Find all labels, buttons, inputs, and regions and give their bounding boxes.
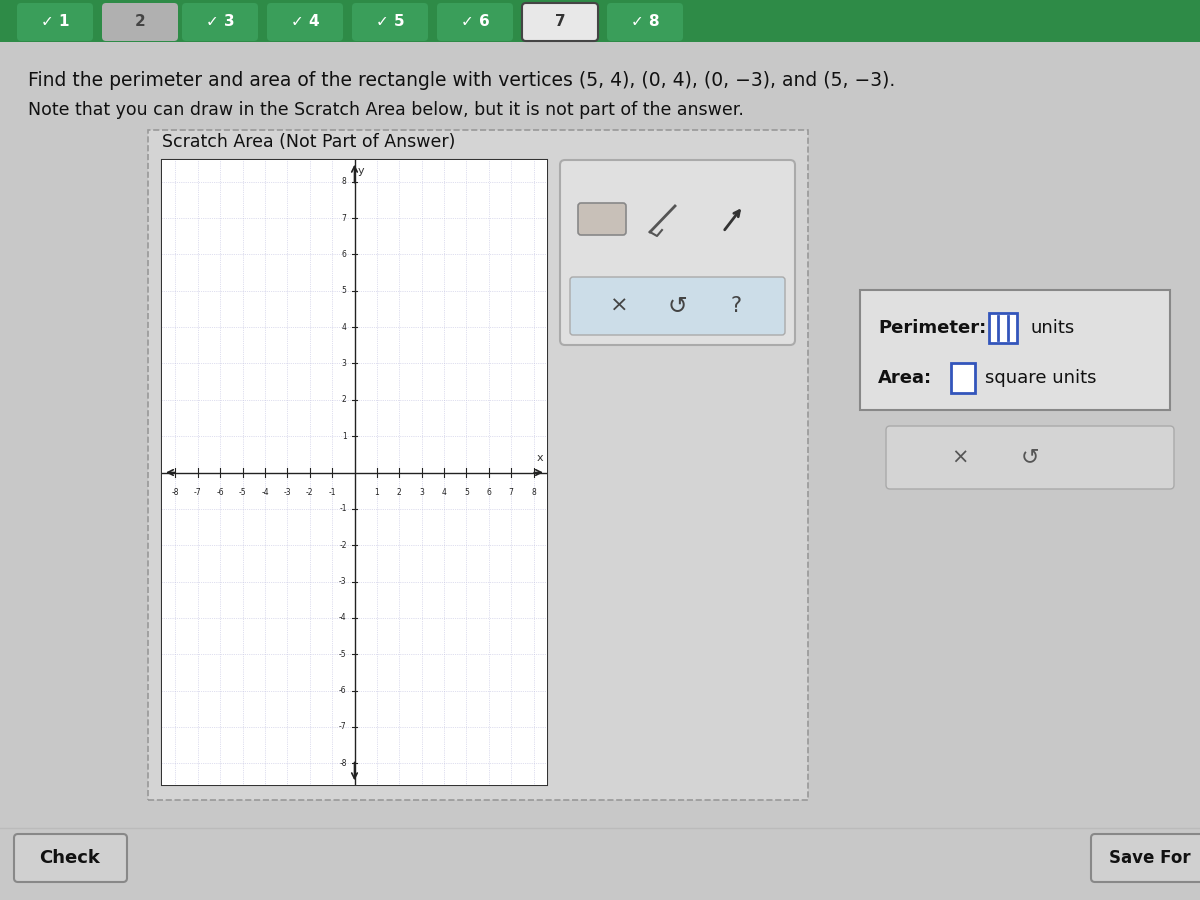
Text: ✓ 1: ✓ 1 — [41, 14, 70, 30]
Text: -8: -8 — [340, 759, 347, 768]
FancyBboxPatch shape — [578, 203, 626, 235]
Text: 2: 2 — [397, 488, 402, 497]
FancyBboxPatch shape — [17, 3, 94, 41]
Text: -1: -1 — [329, 488, 336, 497]
Text: -3: -3 — [340, 577, 347, 586]
FancyBboxPatch shape — [989, 313, 1018, 343]
Text: 6: 6 — [486, 488, 491, 497]
Text: units: units — [1030, 319, 1074, 337]
Text: ✓ 6: ✓ 6 — [461, 14, 490, 30]
Text: -3: -3 — [283, 488, 292, 497]
Text: -5: -5 — [340, 650, 347, 659]
Text: -2: -2 — [306, 488, 313, 497]
Text: Note that you can draw in the Scratch Area below, but it is not part of the answ: Note that you can draw in the Scratch Ar… — [28, 101, 744, 119]
Text: y: y — [358, 166, 365, 176]
Text: Area:: Area: — [878, 369, 932, 387]
FancyBboxPatch shape — [266, 3, 343, 41]
Text: ✓ 8: ✓ 8 — [631, 14, 659, 30]
Text: -6: -6 — [216, 488, 224, 497]
Text: ?: ? — [731, 296, 742, 316]
Text: ✓ 5: ✓ 5 — [376, 14, 404, 30]
Text: 2: 2 — [342, 395, 347, 404]
Text: 7: 7 — [342, 213, 347, 222]
Text: square units: square units — [985, 369, 1097, 387]
FancyBboxPatch shape — [860, 290, 1170, 410]
FancyBboxPatch shape — [182, 3, 258, 41]
Text: ✓ 4: ✓ 4 — [290, 14, 319, 30]
FancyBboxPatch shape — [148, 130, 808, 800]
FancyBboxPatch shape — [570, 277, 785, 335]
Text: -1: -1 — [340, 504, 347, 513]
Text: -4: -4 — [340, 613, 347, 622]
Text: Scratch Area (Not Part of Answer): Scratch Area (Not Part of Answer) — [162, 133, 455, 151]
Text: 2: 2 — [134, 14, 145, 30]
Text: 4: 4 — [342, 323, 347, 332]
FancyBboxPatch shape — [560, 160, 796, 345]
Text: -2: -2 — [340, 541, 347, 550]
Text: Check: Check — [40, 849, 101, 867]
Text: ×: × — [610, 296, 629, 316]
FancyBboxPatch shape — [522, 3, 598, 41]
FancyBboxPatch shape — [1091, 834, 1200, 882]
Text: 8: 8 — [532, 488, 536, 497]
Text: x: x — [536, 453, 544, 463]
Text: Perimeter:: Perimeter: — [878, 319, 986, 337]
Text: ×: × — [952, 447, 968, 467]
Text: 1: 1 — [374, 488, 379, 497]
Text: Save For: Save For — [1109, 849, 1190, 867]
FancyBboxPatch shape — [102, 3, 178, 41]
Text: 7: 7 — [554, 14, 565, 30]
FancyBboxPatch shape — [952, 363, 974, 393]
Text: 4: 4 — [442, 488, 446, 497]
Text: Find the perimeter and area of the rectangle with vertices (5, 4), (0, 4), (0, −: Find the perimeter and area of the recta… — [28, 70, 895, 89]
Text: -8: -8 — [172, 488, 179, 497]
Text: 1: 1 — [342, 432, 347, 441]
Text: 3: 3 — [419, 488, 424, 497]
Text: ✓ 3: ✓ 3 — [205, 14, 234, 30]
Text: -7: -7 — [340, 723, 347, 732]
Text: -6: -6 — [340, 686, 347, 695]
Text: 5: 5 — [464, 488, 469, 497]
FancyBboxPatch shape — [352, 3, 428, 41]
FancyBboxPatch shape — [162, 160, 547, 785]
Text: 6: 6 — [342, 250, 347, 259]
Text: -4: -4 — [262, 488, 269, 497]
FancyBboxPatch shape — [437, 3, 514, 41]
Text: ↺: ↺ — [1021, 447, 1039, 467]
FancyBboxPatch shape — [0, 0, 1200, 42]
Text: -5: -5 — [239, 488, 246, 497]
Text: 5: 5 — [342, 286, 347, 295]
Text: ↺: ↺ — [667, 294, 688, 318]
FancyBboxPatch shape — [14, 834, 127, 882]
Text: 3: 3 — [342, 359, 347, 368]
FancyBboxPatch shape — [607, 3, 683, 41]
Text: 8: 8 — [342, 177, 347, 186]
FancyBboxPatch shape — [886, 426, 1174, 489]
Text: 7: 7 — [509, 488, 514, 497]
Text: -7: -7 — [194, 488, 202, 497]
